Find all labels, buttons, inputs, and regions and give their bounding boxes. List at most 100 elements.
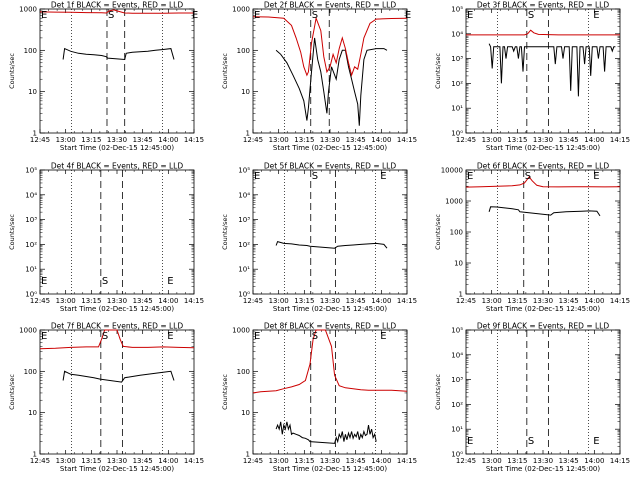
marker-peak-s: S bbox=[528, 436, 534, 447]
y-axis-title: Counts/sec bbox=[221, 374, 229, 410]
x-tick-label: 13:45 bbox=[346, 297, 366, 305]
x-tick-label: 13:00 bbox=[269, 457, 289, 465]
x-tick-label: 12:45 bbox=[243, 297, 263, 305]
y-tick-label: 10² bbox=[451, 80, 463, 88]
series-lld bbox=[465, 176, 621, 188]
x-tick-label: 14:15 bbox=[397, 457, 417, 465]
marker-start-e: E bbox=[467, 171, 473, 182]
y-tick-label: 10² bbox=[238, 241, 250, 249]
y-tick-label: 100 bbox=[24, 47, 37, 55]
x-tick-label: 13:00 bbox=[482, 457, 502, 465]
x-axis-title: Start Time (02-Dec-15 12:45:00) bbox=[60, 144, 174, 152]
y-axis-title: Counts/sec bbox=[8, 374, 16, 410]
y-tick-label: 10⁴ bbox=[451, 30, 463, 38]
x-tick-label: 14:00 bbox=[158, 297, 178, 305]
x-axis-title: Start Time (02-Dec-15 12:45:00) bbox=[273, 305, 387, 313]
y-axis-title: Counts/sec bbox=[221, 214, 229, 250]
marker-start-e: E bbox=[467, 10, 473, 21]
y-tick-label: 1000 bbox=[19, 327, 37, 335]
panel-det-8: Det 8f BLACK = Events, RED = LLD 1 10 100 10… bbox=[221, 322, 417, 474]
y-tick-label: 1000 bbox=[232, 6, 250, 14]
x-tick-label: 13:45 bbox=[133, 297, 153, 305]
marker-peak-s: S bbox=[312, 171, 318, 182]
x-tick-label: 13:30 bbox=[533, 136, 553, 144]
panel-title: Det 8f BLACK = Events, RED = LLD bbox=[264, 322, 397, 331]
y-tick-label: 10¹ bbox=[238, 266, 250, 274]
y-tick-label: 10³ bbox=[238, 216, 250, 224]
x-tick-label: 12:45 bbox=[456, 136, 476, 144]
x-tick-label: 13:00 bbox=[56, 297, 76, 305]
marker-end-e: E bbox=[380, 331, 386, 342]
y-tick-label: 1000 bbox=[19, 6, 37, 14]
marker-end-e: E bbox=[593, 171, 599, 182]
y-tick-label: 10000 bbox=[441, 167, 463, 175]
x-tick-label: 13:30 bbox=[107, 457, 127, 465]
x-axis-title: Start Time (02-Dec-15 12:45:00) bbox=[273, 465, 387, 473]
panel-det-1: Det 1f BLACK = Events, RED = LLD 1 10 100 10… bbox=[8, 1, 204, 153]
x-tick-label: 13:45 bbox=[346, 136, 366, 144]
marker-start-e: E bbox=[254, 10, 260, 21]
x-tick-label: 13:00 bbox=[269, 297, 289, 305]
y-tick-label: 1000 bbox=[232, 327, 250, 335]
y-tick-label: 10⁴ bbox=[451, 351, 463, 359]
y-tick-label: 10² bbox=[25, 241, 37, 249]
x-tick-label: 13:45 bbox=[133, 136, 153, 144]
x-tick-label: 13:00 bbox=[56, 457, 76, 465]
series-events bbox=[488, 43, 616, 97]
y-tick-label: 10⁴ bbox=[238, 191, 250, 199]
y-tick-label: 1 bbox=[33, 451, 37, 459]
x-tick-label: 13:15 bbox=[507, 297, 527, 305]
panel-title: Det 6f BLACK = Events, RED = LLD bbox=[477, 162, 610, 171]
x-axis-title: Start Time (02-Dec-15 12:45:00) bbox=[60, 465, 174, 473]
y-tick-label: 100 bbox=[24, 368, 37, 376]
y-tick-label: 10⁰ bbox=[451, 130, 463, 138]
x-tick-label: 13:45 bbox=[133, 457, 153, 465]
marker-peak-s: S bbox=[102, 331, 108, 342]
x-tick-label: 12:45 bbox=[456, 457, 476, 465]
x-tick-label: 13:45 bbox=[559, 297, 579, 305]
panel-title: Det 2f BLACK = Events, RED = LLD bbox=[264, 1, 397, 10]
x-tick-label: 13:00 bbox=[482, 297, 502, 305]
marker-start-e: E bbox=[467, 436, 473, 447]
y-tick-label: 10⁴ bbox=[25, 191, 37, 199]
x-tick-label: 14:00 bbox=[371, 136, 391, 144]
x-tick-label: 14:15 bbox=[184, 457, 204, 465]
x-tick-label: 14:15 bbox=[610, 457, 630, 465]
y-tick-label: 10⁵ bbox=[238, 167, 250, 175]
y-tick-label: 10 bbox=[454, 260, 463, 268]
x-tick-label: 14:15 bbox=[184, 136, 204, 144]
x-tick-label: 13:15 bbox=[294, 457, 314, 465]
marker-peak-s: S bbox=[525, 171, 531, 182]
marker-end-e: E bbox=[380, 171, 386, 182]
marker-peak-s: S bbox=[108, 10, 114, 21]
marker-peak-s: S bbox=[102, 276, 108, 287]
marker-end-e: E bbox=[593, 10, 599, 21]
y-axis-title: Counts/sec bbox=[221, 53, 229, 89]
y-axis-title: Counts/sec bbox=[434, 53, 442, 89]
x-tick-label: 14:00 bbox=[371, 457, 391, 465]
panel-title: Det 7f BLACK = Events, RED = LLD bbox=[51, 322, 184, 331]
x-tick-label: 14:15 bbox=[184, 297, 204, 305]
y-tick-label: 10 bbox=[241, 409, 250, 417]
marker-start-e: E bbox=[41, 331, 47, 342]
panel-det-9: Det 9f BLACK = Events, RED = LLD 10⁰ 10¹ 10… bbox=[434, 322, 630, 474]
y-tick-label: 1 bbox=[246, 130, 250, 138]
marker-end-e: E bbox=[593, 436, 599, 447]
x-tick-label: 13:15 bbox=[294, 297, 314, 305]
x-tick-label: 13:45 bbox=[559, 136, 579, 144]
plot-frame bbox=[252, 8, 408, 134]
x-tick-label: 13:45 bbox=[559, 457, 579, 465]
panel-det-2: Det 2f BLACK = Events, RED = LLD 1 10 100 10… bbox=[221, 1, 417, 153]
y-tick-label: 10¹ bbox=[451, 426, 463, 434]
x-tick-label: 13:00 bbox=[269, 136, 289, 144]
x-tick-label: 13:15 bbox=[507, 457, 527, 465]
panel-title: Det 4f BLACK = Events, RED = LLD bbox=[51, 162, 184, 171]
x-tick-label: 13:45 bbox=[346, 457, 366, 465]
x-tick-label: 14:00 bbox=[584, 297, 604, 305]
y-tick-label: 10³ bbox=[451, 376, 463, 384]
marker-start-e: E bbox=[41, 10, 47, 21]
x-tick-label: 14:00 bbox=[584, 457, 604, 465]
y-tick-label: 10³ bbox=[25, 216, 37, 224]
series-lld bbox=[252, 16, 408, 77]
series-events bbox=[62, 370, 175, 383]
